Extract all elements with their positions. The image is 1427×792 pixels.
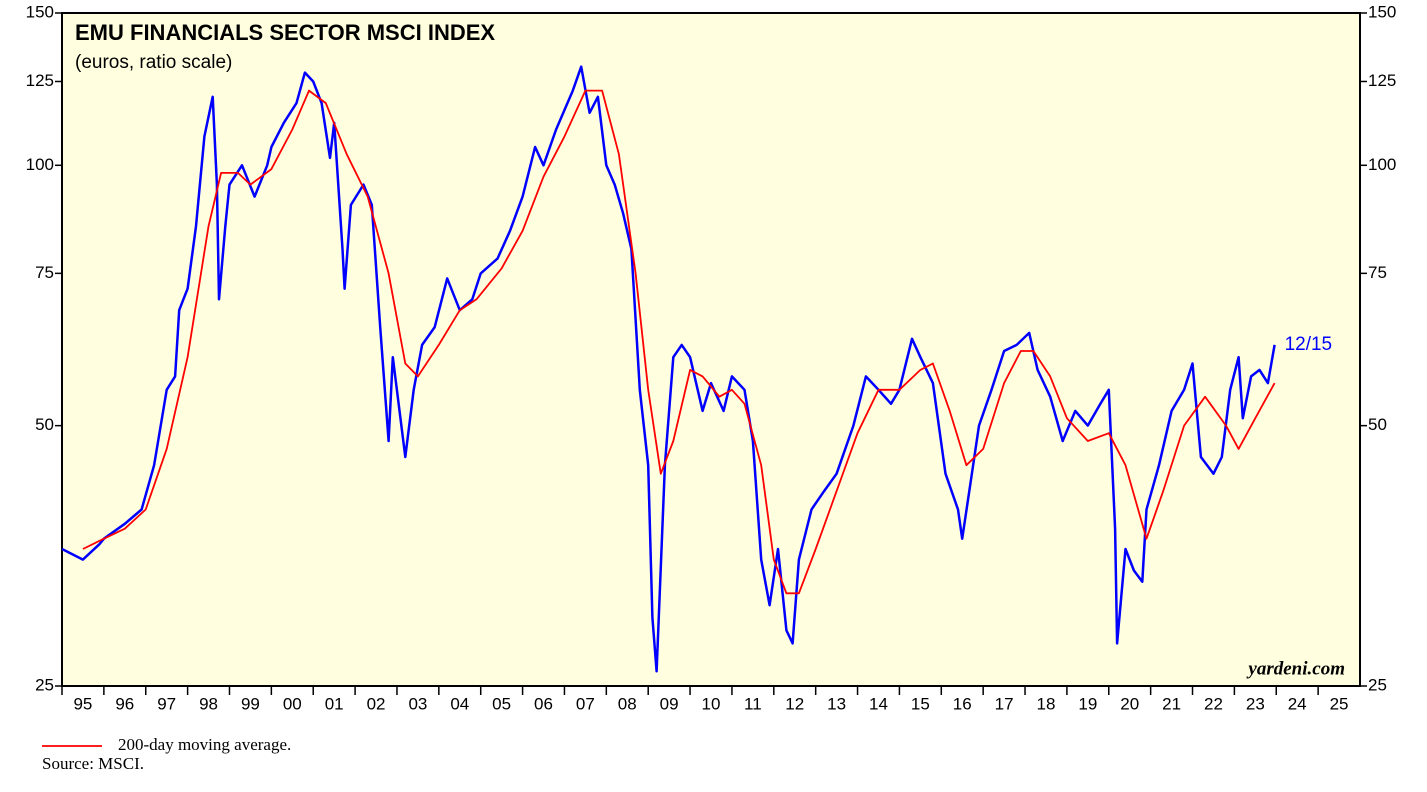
x-tick-label: 22 xyxy=(1204,694,1223,713)
x-tick-label: 99 xyxy=(241,694,260,713)
x-tick-label: 23 xyxy=(1246,694,1265,713)
watermark: yardeni.com xyxy=(1246,658,1345,679)
x-tick-label: 08 xyxy=(618,694,637,713)
x-tick-label: 12 xyxy=(785,694,804,713)
x-tick-label: 00 xyxy=(283,694,302,713)
x-tick-label: 14 xyxy=(869,694,888,713)
y-tick-label: 125 xyxy=(26,71,54,90)
x-tick-label: 05 xyxy=(492,694,511,713)
x-tick-label: 25 xyxy=(1330,694,1349,713)
x-tick-label: 02 xyxy=(367,694,386,713)
x-tick-label: 01 xyxy=(325,694,344,713)
y2-tick-label: 75 xyxy=(1368,263,1387,282)
y2-tick-label: 150 xyxy=(1368,2,1396,21)
source: Source: MSCI. xyxy=(42,754,144,773)
x-tick-label: 96 xyxy=(115,694,134,713)
chart-title: EMU FINANCIALS SECTOR MSCI INDEX xyxy=(75,20,495,45)
x-tick-label: 20 xyxy=(1120,694,1139,713)
y-tick-label: 25 xyxy=(35,675,54,694)
x-tick-label: 98 xyxy=(199,694,218,713)
x-tick-label: 07 xyxy=(576,694,595,713)
x-tick-label: 95 xyxy=(73,694,92,713)
x-tick-label: 15 xyxy=(911,694,930,713)
y-tick-label: 150 xyxy=(26,2,54,21)
x-tick-label: 18 xyxy=(1037,694,1056,713)
x-tick-label: 24 xyxy=(1288,694,1307,713)
x-tick-label: 09 xyxy=(660,694,679,713)
legend-label: 200-day moving average. xyxy=(118,735,291,754)
plot-area xyxy=(61,12,1361,687)
x-tick-label: 21 xyxy=(1162,694,1181,713)
chart-subtitle: (euros, ratio scale) xyxy=(75,52,232,73)
annotation: 12/15 xyxy=(1285,334,1333,355)
x-tick-label: 19 xyxy=(1078,694,1097,713)
series-line xyxy=(61,65,1276,673)
x-tick-label: 06 xyxy=(534,694,553,713)
y2-tick-label: 50 xyxy=(1368,415,1387,434)
y2-tick-label: 100 xyxy=(1368,155,1396,174)
x-tick-label: 16 xyxy=(953,694,972,713)
series-line xyxy=(82,89,1276,595)
x-tick-label: 03 xyxy=(408,694,427,713)
y2-tick-label: 25 xyxy=(1368,675,1387,694)
y-tick-label: 50 xyxy=(35,415,54,434)
y2-tick-label: 125 xyxy=(1368,71,1396,90)
x-tick-label: 97 xyxy=(157,694,176,713)
y-tick-label: 100 xyxy=(26,155,54,174)
x-tick-label: 17 xyxy=(995,694,1014,713)
y-tick-label: 75 xyxy=(35,263,54,282)
x-tick-label: 04 xyxy=(450,694,469,713)
x-tick-label: 11 xyxy=(744,694,762,713)
x-tick-label: 13 xyxy=(827,694,846,713)
x-tick-label: 10 xyxy=(702,694,721,713)
